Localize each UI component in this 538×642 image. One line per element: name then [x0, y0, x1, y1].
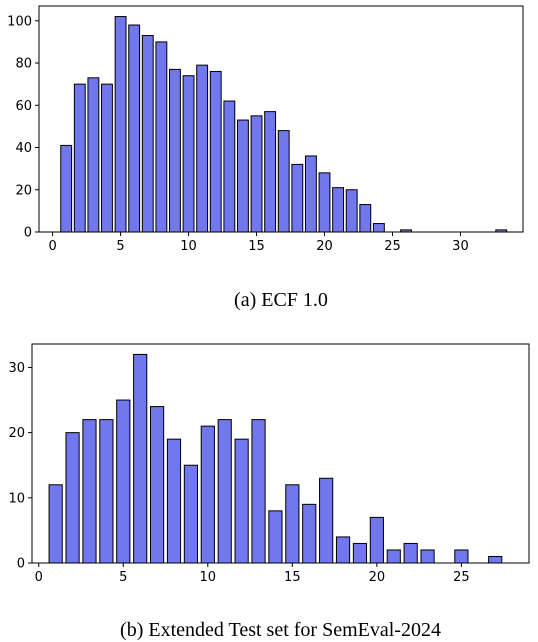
x-tick-label: 10 [180, 239, 197, 254]
bar [217, 419, 232, 564]
bar [304, 155, 317, 233]
bar [369, 516, 384, 564]
y-tick-label: 100 [7, 14, 32, 29]
bar [302, 503, 317, 564]
bar [196, 64, 209, 233]
bar [87, 77, 100, 233]
x-tick-label: 15 [248, 239, 265, 254]
bar [352, 542, 368, 564]
bar [277, 130, 290, 233]
bar [386, 549, 401, 564]
chart-a-frame [38, 5, 524, 233]
chart-a-xticks: 0 5 10 15 20 25 30 [48, 232, 469, 254]
chart-a-yticks: 0 20 40 60 80 100 [7, 14, 39, 241]
y-tick-label: 20 [15, 183, 32, 198]
y-tick-label: 30 [8, 361, 25, 376]
bar [166, 438, 182, 564]
x-tick-label: 15 [284, 570, 301, 585]
bar [200, 425, 215, 564]
chart-a: 0 5 10 15 20 25 30 0 20 40 60 80 100 (a) ECF 1.0 [7, 5, 524, 311]
bar [488, 555, 503, 564]
bar [236, 119, 249, 233]
bar [182, 75, 195, 233]
chart-b-bars [48, 353, 503, 564]
x-tick-label: 30 [452, 239, 469, 254]
bar [250, 115, 263, 233]
y-tick-label: 10 [8, 491, 25, 506]
bar [420, 549, 435, 564]
y-tick-label: 0 [24, 226, 32, 241]
chart-b-frame [31, 343, 530, 564]
bar [60, 144, 73, 233]
bar [318, 172, 331, 233]
bar [141, 35, 154, 233]
bar [264, 111, 277, 233]
bar [209, 70, 222, 233]
bar [345, 189, 358, 233]
x-tick-label: 10 [200, 570, 217, 585]
bar [155, 41, 168, 233]
bar [223, 100, 236, 233]
bar [268, 510, 283, 564]
bar [285, 484, 300, 564]
bar [332, 187, 345, 233]
chart-b-caption: (b) Extended Test set for SemEval-2024 [120, 619, 441, 641]
x-tick-label: 25 [453, 570, 470, 585]
y-tick-label: 80 [15, 57, 32, 72]
bar [133, 353, 148, 564]
bar [114, 16, 127, 233]
bar [65, 432, 80, 564]
y-tick-label: 0 [17, 557, 25, 572]
bar [99, 419, 114, 564]
bar [251, 419, 266, 564]
bar [73, 83, 86, 233]
bar [291, 163, 304, 233]
x-tick-label: 0 [35, 570, 43, 585]
bar [403, 542, 418, 564]
x-tick-label: 25 [384, 239, 401, 254]
bar [372, 223, 385, 233]
bar [101, 83, 113, 233]
bar [150, 406, 165, 564]
x-tick-label: 5 [119, 570, 127, 585]
y-tick-label: 40 [15, 141, 32, 156]
bar [359, 204, 372, 233]
x-tick-label: 0 [48, 239, 56, 254]
x-tick-label: 5 [116, 239, 124, 254]
bar [319, 477, 334, 564]
bar [128, 24, 141, 233]
chart-a-bars [60, 16, 508, 233]
chart-a-caption: (a) ECF 1.0 [234, 289, 328, 311]
bar [82, 419, 97, 564]
chart-b-yticks: 0 10 20 30 [8, 361, 32, 572]
x-tick-label: 20 [316, 239, 333, 254]
bar [335, 536, 351, 564]
y-tick-label: 20 [8, 426, 25, 441]
bar [169, 68, 181, 233]
bar [454, 549, 469, 564]
bar [183, 464, 198, 564]
chart-b: 0 5 10 15 20 25 30 0 10 20 30 (b) Extended Test s… [8, 343, 538, 641]
bar [116, 399, 131, 564]
y-tick-label: 60 [15, 99, 32, 114]
bar [48, 484, 63, 564]
bar [234, 438, 249, 564]
x-tick-label: 20 [369, 570, 386, 585]
